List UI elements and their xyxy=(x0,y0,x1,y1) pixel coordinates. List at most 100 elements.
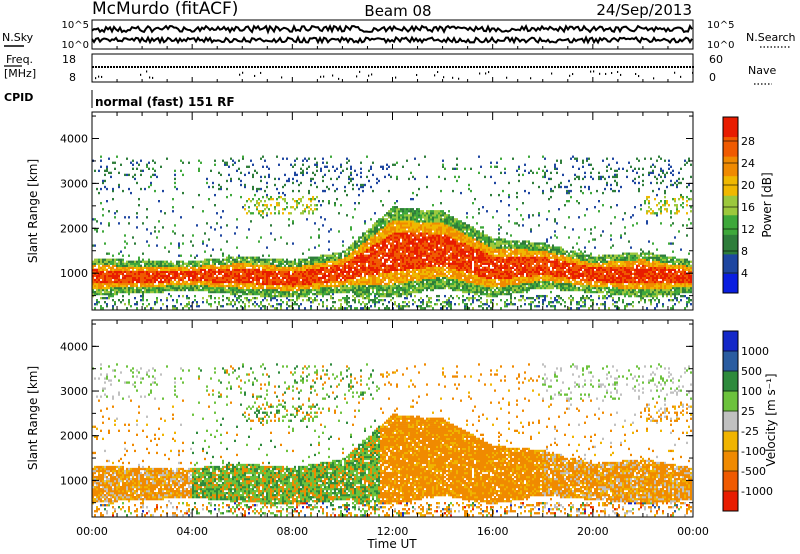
power-cell xyxy=(398,250,400,253)
power-cell xyxy=(326,270,328,274)
power-cell xyxy=(312,270,314,274)
power-cell xyxy=(140,169,142,173)
power-cell xyxy=(132,290,134,294)
power-cell xyxy=(434,236,436,239)
power-cell xyxy=(140,294,142,298)
power-cell xyxy=(426,286,428,290)
power-cell xyxy=(372,248,374,251)
power-cell xyxy=(382,292,384,296)
freq-point xyxy=(359,66,361,68)
power-cell xyxy=(294,200,296,203)
power-cell xyxy=(188,272,190,276)
power-cell xyxy=(390,218,392,221)
freq-point xyxy=(356,66,358,68)
power-cell xyxy=(328,268,330,272)
power-cell xyxy=(256,270,258,274)
power-cell xyxy=(370,244,372,247)
power-cell xyxy=(396,254,398,257)
power-cell xyxy=(438,175,440,179)
power-cell xyxy=(368,294,370,298)
power-cell xyxy=(196,260,198,263)
power-cell xyxy=(174,288,176,292)
power-cell xyxy=(372,228,374,231)
power-cell xyxy=(364,240,366,243)
power-cell xyxy=(192,282,194,286)
power-cell xyxy=(428,264,430,267)
power-cell xyxy=(282,286,284,290)
power-cell xyxy=(326,288,328,292)
power-cell xyxy=(216,212,218,215)
power-cell xyxy=(312,268,314,272)
power-cell xyxy=(290,299,292,302)
power-cell xyxy=(390,292,392,296)
power-cell xyxy=(132,175,134,179)
power-cell xyxy=(118,278,120,282)
power-cell xyxy=(356,286,358,290)
power-cell xyxy=(272,286,274,290)
power-cell xyxy=(294,270,296,274)
power-cell xyxy=(182,270,184,274)
power-cell xyxy=(422,228,424,231)
power-cell xyxy=(214,276,216,280)
power-cell xyxy=(142,282,144,286)
freq-point xyxy=(338,66,340,68)
power-cell xyxy=(334,169,336,173)
power-cell xyxy=(184,276,186,280)
power-cell xyxy=(336,177,338,181)
power-cell xyxy=(160,264,162,267)
freq-point xyxy=(503,66,505,68)
power-cell xyxy=(202,242,204,245)
power-cell xyxy=(304,262,306,265)
power-cell xyxy=(274,296,276,300)
power-cell xyxy=(372,278,374,282)
power-cell xyxy=(396,266,398,269)
power-cell xyxy=(104,179,106,183)
power-cell xyxy=(140,288,142,292)
power-cell xyxy=(382,256,384,259)
power-cell xyxy=(184,274,186,278)
power-cell xyxy=(356,274,358,278)
power-cell xyxy=(288,288,290,292)
power-cell xyxy=(210,294,212,298)
power-cell xyxy=(308,264,310,267)
power-cell xyxy=(286,294,288,298)
power-cell xyxy=(208,274,210,278)
power-cell xyxy=(430,264,432,267)
power-cell xyxy=(216,260,218,263)
power-cell xyxy=(298,272,300,276)
power-cell xyxy=(314,288,316,292)
power-cell xyxy=(212,248,214,251)
power-cell xyxy=(334,274,336,278)
power-cell xyxy=(344,274,346,278)
power-cell xyxy=(196,288,198,292)
freq-point xyxy=(263,66,265,68)
power-cell xyxy=(418,274,420,278)
power-cell xyxy=(102,208,104,211)
power-cell xyxy=(416,224,418,227)
power-cell xyxy=(348,262,350,265)
power-cell xyxy=(122,258,124,261)
power-cell xyxy=(374,305,376,308)
power-cell xyxy=(360,274,362,278)
power-cell xyxy=(92,292,94,296)
power-cell xyxy=(384,244,386,247)
power-cell xyxy=(278,286,280,290)
power-cell xyxy=(264,262,266,265)
power-cell xyxy=(390,220,392,223)
power-cell xyxy=(120,260,122,263)
power-cell xyxy=(306,258,308,261)
power-cell xyxy=(426,242,428,245)
power-cell xyxy=(416,230,418,233)
power-cell xyxy=(158,264,160,267)
power-cell xyxy=(274,274,276,278)
power-cell xyxy=(282,258,284,261)
power-cell xyxy=(104,290,106,294)
power-cell xyxy=(394,234,396,237)
power-cell xyxy=(188,270,190,274)
power-cell xyxy=(152,276,154,280)
power-cell xyxy=(434,280,436,284)
power-cell xyxy=(294,284,296,288)
power-cell xyxy=(322,294,324,298)
power-cell xyxy=(128,282,130,286)
power-cell xyxy=(306,294,308,298)
